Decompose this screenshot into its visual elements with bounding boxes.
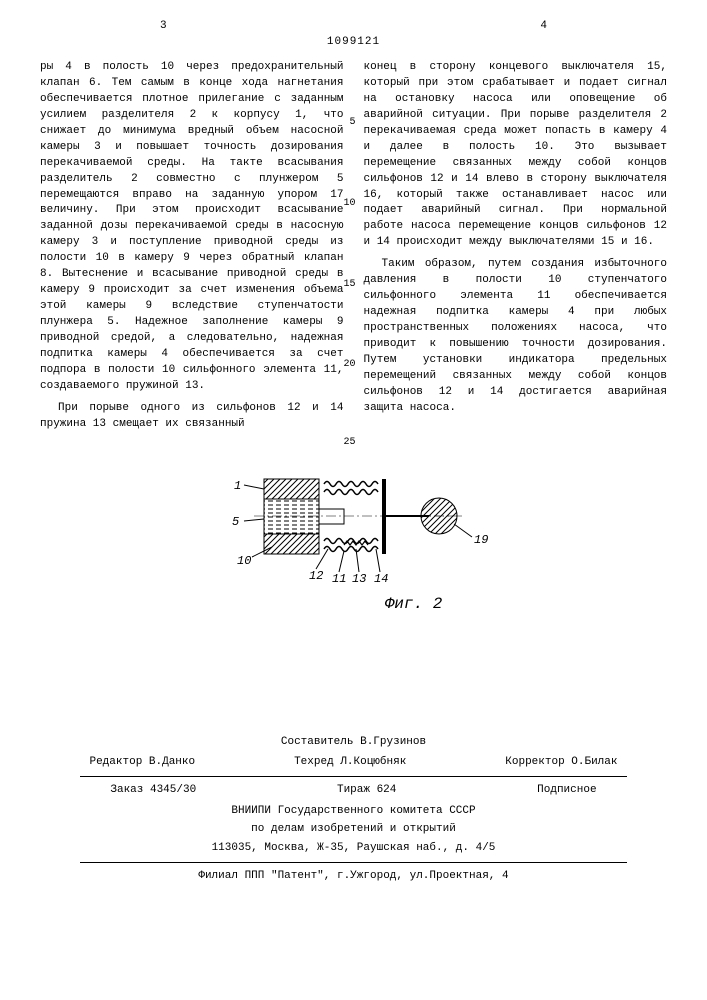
- col2-p2: Таким образом, путем создания избыточног…: [364, 257, 668, 416]
- figure-svg: 1 5 10 12 11 13 14 19: [204, 459, 504, 589]
- page-num-right: 4: [540, 20, 547, 32]
- figure-caption: Фиг. 2: [160, 595, 667, 613]
- label-19: 19: [474, 533, 488, 547]
- ln-5: 5: [349, 116, 355, 131]
- column-left: ры 4 в полость 10 через предохранительны…: [40, 60, 344, 439]
- order: Заказ 4345/30: [110, 781, 196, 800]
- label-11: 11: [332, 572, 346, 586]
- org2: по делам изобретений и открытий: [40, 820, 667, 839]
- label-12: 12: [309, 569, 323, 583]
- col1-p2: При порыве одного из сильфонов 12 и 14 п…: [40, 401, 344, 433]
- editor: Редактор В.Данко: [89, 753, 195, 772]
- figure-2: 1 5 10 12 11 13 14 19 Фиг. 2: [40, 459, 667, 613]
- compiler: Составитель В.Грузинов: [40, 733, 667, 752]
- tech-editor: Техред Л.Коцюбняк: [294, 753, 406, 772]
- label-1: 1: [234, 479, 241, 493]
- circulation: Тираж 624: [337, 781, 396, 800]
- column-right: конец в сторону концевого выключателя 15…: [364, 60, 668, 439]
- ln-25: 25: [343, 436, 355, 451]
- ln-10: 10: [343, 197, 355, 212]
- label-10: 10: [237, 554, 251, 568]
- colophon: Составитель В.Грузинов Редактор В.Данко …: [40, 733, 667, 886]
- ln-20: 20: [343, 358, 355, 373]
- address1: 113035, Москва, Ж-35, Раушская наб., д. …: [40, 839, 667, 858]
- label-14: 14: [374, 572, 388, 586]
- label-5: 5: [232, 515, 239, 529]
- col2-p1: конец в сторону концевого выключателя 15…: [364, 60, 668, 251]
- col1-p1: ры 4 в полость 10 через предохранительны…: [40, 60, 344, 395]
- corrector: Корректор О.Билак: [505, 753, 617, 772]
- subscription: Подписное: [537, 781, 596, 800]
- org1: ВНИИПИ Государственного комитета СССР: [40, 802, 667, 821]
- page-num-left: 3: [160, 20, 167, 32]
- label-13: 13: [352, 572, 366, 586]
- patent-number: 1099121: [40, 36, 667, 48]
- ln-15: 15: [343, 278, 355, 293]
- branch: Филиал ППП "Патент", г.Ужгород, ул.Проек…: [40, 867, 667, 886]
